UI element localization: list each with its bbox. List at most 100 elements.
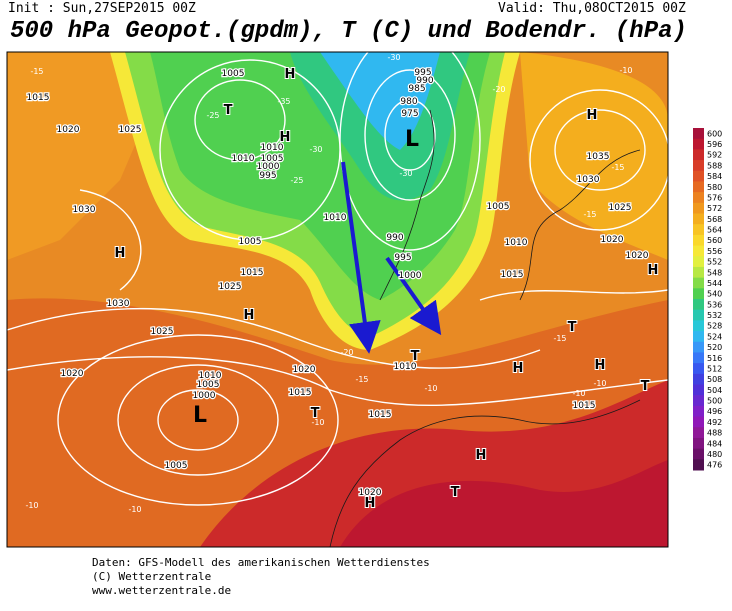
isobar-label: 1025 [219, 282, 242, 292]
legend-swatch [693, 373, 704, 385]
legend-swatch [693, 192, 704, 204]
pressure-center: H [595, 358, 606, 373]
isobar-label: 1000 [399, 271, 422, 281]
temperature-label: -15 [30, 67, 43, 76]
temperature-label: -15 [583, 210, 596, 219]
isobar-label: 990 [416, 76, 433, 86]
temperature-label: -20 [340, 348, 353, 357]
legend-swatch [693, 448, 704, 460]
legend-label: 520 [707, 343, 722, 352]
legend-swatch [693, 405, 704, 418]
temperature-label: -20 [492, 85, 505, 94]
isobar-label: 1010 [199, 371, 222, 381]
isobar-label: 995 [259, 171, 276, 181]
temperature-label: -10 [311, 418, 324, 427]
legend-swatch [693, 363, 704, 375]
legend-swatch [693, 128, 704, 140]
legend-label: 480 [707, 450, 722, 459]
footer-line: Daten: GFS-Modell des amerikanischen Wet… [92, 556, 430, 569]
pressure-center: H [587, 108, 598, 123]
legend-label: 492 [707, 418, 722, 427]
isobar-label: 1005 [487, 202, 510, 212]
legend-swatch [693, 277, 704, 289]
isobar-label: 1015 [573, 401, 596, 411]
isobar-label: 995 [414, 68, 431, 78]
legend-label: 556 [707, 247, 722, 256]
temperature-label: -30 [387, 53, 400, 62]
isobar-label: 1030 [577, 175, 600, 185]
legend-label: 572 [707, 204, 722, 213]
legend-label: 592 [707, 151, 722, 160]
temperature-label: -30 [399, 169, 412, 178]
legend-label: 488 [707, 429, 722, 438]
isobar-label: 1010 [232, 154, 255, 164]
isobar-label: 1005 [197, 380, 220, 390]
isobar-label: 1000 [193, 391, 216, 401]
legend-swatch [693, 160, 704, 172]
temperature-label: -10 [25, 501, 38, 510]
pressure-center: H [476, 448, 487, 463]
legend-label: 580 [707, 183, 722, 192]
pressure-center: T [411, 349, 420, 364]
map-frame [6, 51, 669, 548]
isobar-label: 1010 [324, 213, 347, 223]
isobar-label: 1030 [107, 299, 130, 309]
isobar-label: 975 [401, 109, 418, 119]
legend-label: 568 [707, 215, 722, 224]
temperature-label: -15 [355, 375, 368, 384]
isobar-label: 1015 [369, 410, 392, 420]
legend-label: 544 [707, 279, 722, 288]
isobar-label: 1030 [73, 205, 96, 215]
legend-swatch [693, 352, 704, 364]
isobar-label: 980 [400, 97, 417, 107]
footer-line: www.wetterzentrale.de [92, 584, 232, 597]
temperature-label: -35 [277, 97, 290, 106]
legend-swatch [693, 234, 704, 247]
isobar-label: 1020 [57, 125, 80, 135]
pressure-center: H [285, 67, 296, 82]
isobar-label: 985 [408, 84, 425, 94]
legend-label: 476 [707, 461, 722, 470]
temperature-label: -25 [206, 111, 219, 120]
pressure-center: H [115, 246, 126, 261]
legend-label: 548 [707, 268, 722, 277]
pressure-center: L [193, 403, 207, 428]
isobar-label: 1005 [222, 69, 245, 79]
isobar-label: 1020 [61, 369, 84, 379]
isobar-label: 1020 [626, 251, 649, 261]
isobar-label: 990 [386, 233, 403, 243]
isobar-label: 1035 [587, 152, 610, 162]
isobar-label: 1015 [241, 268, 264, 278]
legend-label: 528 [707, 322, 722, 331]
legend-label: 524 [707, 332, 722, 341]
legend-label: 516 [707, 354, 722, 363]
isobar-label: 1020 [293, 365, 316, 375]
isobar-label: 1020 [359, 488, 382, 498]
temperature-label: -10 [128, 505, 141, 514]
isobar-label: 1015 [27, 93, 50, 103]
legend-label: 584 [707, 172, 722, 181]
legend-label: 500 [707, 397, 722, 406]
color-legend: 6005965925885845805765725685645605565525… [693, 128, 722, 471]
arrow [341, 161, 381, 354]
pressure-center: H [280, 130, 291, 145]
isobar-label: 1010 [394, 362, 417, 372]
temperature-label: -15 [611, 163, 624, 172]
pressure-center: H [648, 263, 659, 278]
legend-swatch [693, 395, 704, 407]
legend-swatch [693, 427, 704, 439]
isobar-label: 1025 [609, 203, 632, 213]
map-title: 500 hPa Geopot.(gpdm), T (C) und Bodendr… [10, 18, 687, 45]
legend-swatch [693, 288, 704, 300]
legend-swatch [693, 266, 704, 279]
legend-swatch [693, 170, 704, 182]
pressure-center: T [224, 103, 233, 118]
legend-label: 600 [707, 129, 722, 138]
isobar-label: 1020 [601, 235, 624, 245]
legend-label: 560 [707, 236, 722, 245]
legend-swatch [693, 299, 704, 311]
legend-label: 576 [707, 193, 722, 202]
legend-swatch [693, 437, 704, 450]
